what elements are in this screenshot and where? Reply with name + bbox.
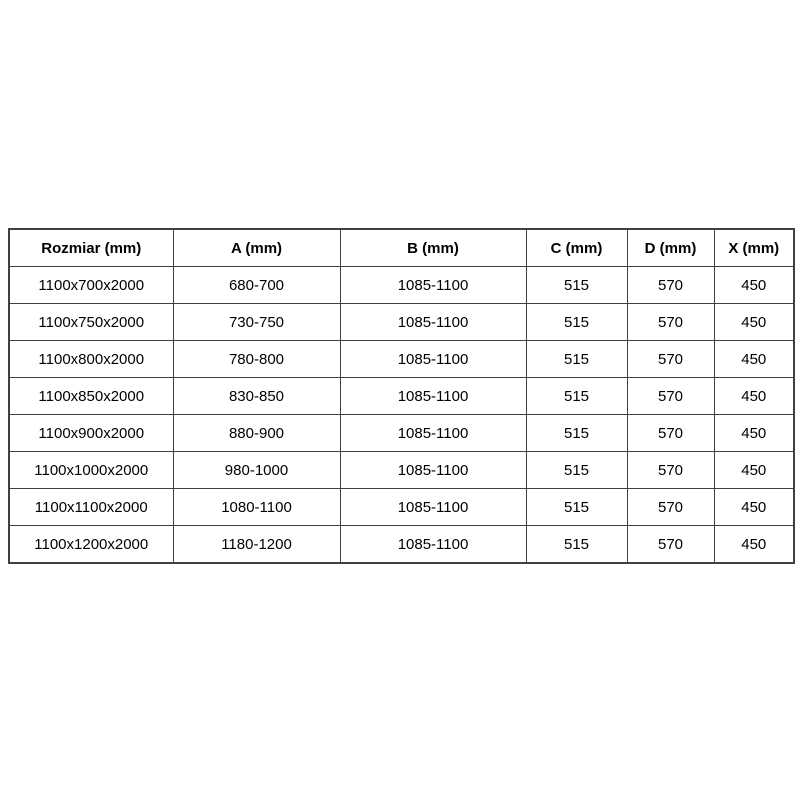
table-cell: 450 <box>713 488 795 526</box>
table-row: 1100x700x2000 680-700 1085-1100 515 570 450 <box>8 266 795 304</box>
table-cell: 450 <box>713 451 795 489</box>
table-cell: 515 <box>525 377 628 415</box>
table-cell: 515 <box>525 414 628 452</box>
table-cell: 1100x1200x2000 <box>8 525 174 564</box>
table-cell: 570 <box>626 414 715 452</box>
table-cell: 570 <box>626 488 715 526</box>
table-row: 1100x900x2000 880-900 1085-1100 515 570 450 <box>8 414 795 452</box>
table-cell: 830-850 <box>172 377 341 415</box>
table-cell: 1100x750x2000 <box>8 303 174 341</box>
table-cell: 570 <box>626 340 715 378</box>
table-cell: 515 <box>525 451 628 489</box>
table-cell: 980-1000 <box>172 451 341 489</box>
table-cell: 515 <box>525 488 628 526</box>
table-cell: 1100x850x2000 <box>8 377 174 415</box>
header-cell: C (mm) <box>525 228 628 267</box>
table-cell: 780-800 <box>172 340 341 378</box>
table-cell: 1085-1100 <box>339 377 527 415</box>
table-cell: 730-750 <box>172 303 341 341</box>
table-cell: 1100x800x2000 <box>8 340 174 378</box>
table-cell: 1100x900x2000 <box>8 414 174 452</box>
table-cell: 1100x1000x2000 <box>8 451 174 489</box>
header-cell: A (mm) <box>172 228 341 267</box>
table-cell: 680-700 <box>172 266 341 304</box>
table-cell: 515 <box>525 525 628 564</box>
table-row: 1100x1000x2000 980-1000 1085-1100 515 570 450 <box>8 451 795 489</box>
table-cell: 570 <box>626 451 715 489</box>
table-row: 1100x1200x2000 1180-1200 1085-1100 515 570 45… <box>8 525 795 564</box>
table-row: 1100x1100x2000 1080-1100 1085-1100 515 570 45… <box>8 488 795 526</box>
table-row: 1100x750x2000 730-750 1085-1100 515 570 450 <box>8 303 795 341</box>
table-cell: 450 <box>713 340 795 378</box>
table-cell: 1085-1100 <box>339 303 527 341</box>
table-cell: 880-900 <box>172 414 341 452</box>
table-cell: 1085-1100 <box>339 451 527 489</box>
table-cell: 1085-1100 <box>339 414 527 452</box>
table-cell: 450 <box>713 414 795 452</box>
header-cell: B (mm) <box>339 228 527 267</box>
table-body: 1100x700x2000 680-700 1085-1100 515 570 450 11… <box>8 266 795 564</box>
table-cell: 570 <box>626 525 715 564</box>
table-cell: 1085-1100 <box>339 340 527 378</box>
table-cell: 450 <box>713 525 795 564</box>
header-cell: Rozmiar (mm) <box>8 228 174 267</box>
table-row: 1100x850x2000 830-850 1085-1100 515 570 450 <box>8 377 795 415</box>
header-row: Rozmiar (mm) A (mm) B (mm) C (mm) D (mm) X (m… <box>8 228 795 267</box>
table-cell: 515 <box>525 303 628 341</box>
table-cell: 1085-1100 <box>339 266 527 304</box>
header-cell: D (mm) <box>626 228 715 267</box>
table-cell: 1100x1100x2000 <box>8 488 174 526</box>
table-cell: 450 <box>713 377 795 415</box>
table-cell: 570 <box>626 266 715 304</box>
table-cell: 515 <box>525 340 628 378</box>
table-cell: 570 <box>626 303 715 341</box>
table-cell: 570 <box>626 377 715 415</box>
table-row: 1100x800x2000 780-800 1085-1100 515 570 450 <box>8 340 795 378</box>
table-cell: 1080-1100 <box>172 488 341 526</box>
table-cell: 1180-1200 <box>172 525 341 564</box>
table-cell: 1085-1100 <box>339 488 527 526</box>
table-cell: 450 <box>713 303 795 341</box>
table-cell: 1100x700x2000 <box>8 266 174 304</box>
header-cell: X (mm) <box>713 228 795 267</box>
table-cell: 1085-1100 <box>339 525 527 564</box>
table-cell: 450 <box>713 266 795 304</box>
table-cell: 515 <box>525 266 628 304</box>
spec-table: Rozmiar (mm) A (mm) B (mm) C (mm) D (mm) X (m… <box>8 228 795 564</box>
